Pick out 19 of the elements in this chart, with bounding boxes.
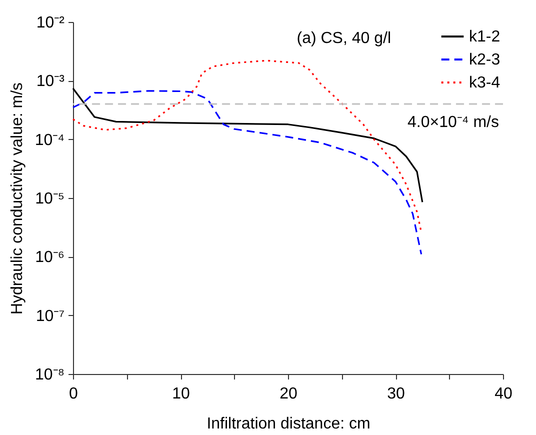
- legend-label: k3-4: [469, 74, 500, 92]
- y-tick-label: 10⁻²: [36, 14, 66, 32]
- y-tick-label: 10⁻⁴: [34, 132, 65, 149]
- y-tick-label: 10⁻⁶: [35, 249, 64, 266]
- y-tick-label: 10⁻⁵: [35, 190, 64, 208]
- y-axis-title: Hydraulic conductivity value: m/s: [8, 82, 26, 315]
- x-tick-label: 0: [69, 386, 78, 402]
- annotation: (a) CS, 40 g/l: [296, 30, 391, 47]
- legend-label: k2-3: [469, 52, 500, 68]
- y-tick-label: 10⁻³: [36, 73, 66, 90]
- ref-line-label: 4.0×10⁻⁴ m/s: [408, 114, 499, 132]
- x-tick-label: 40: [494, 386, 512, 402]
- y-tick-label: 10⁻⁸: [34, 366, 64, 384]
- x-tick-label: 20: [280, 386, 298, 402]
- y-tick-label: 10⁻⁷: [36, 308, 65, 325]
- x-tick-label: 10: [172, 386, 190, 402]
- x-axis-title: Infiltration distance: cm: [206, 416, 370, 432]
- legend-label: k1-2: [469, 28, 500, 46]
- x-tick-label: 30: [387, 386, 405, 402]
